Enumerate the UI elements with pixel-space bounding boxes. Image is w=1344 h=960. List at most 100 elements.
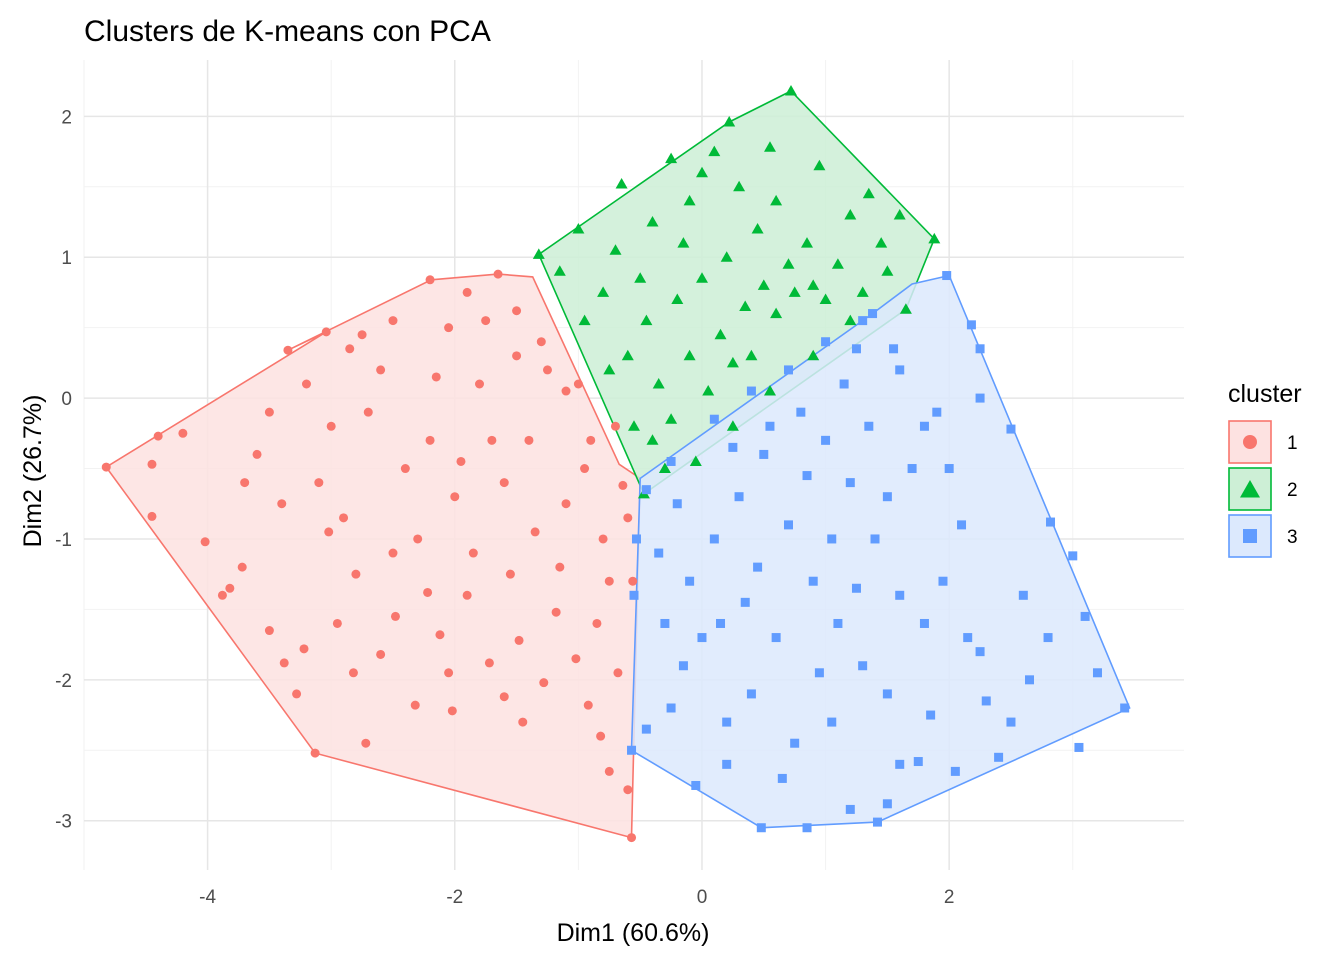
point-cluster-2 bbox=[578, 314, 591, 326]
point-cluster-3 bbox=[975, 393, 985, 403]
point-cluster-3 bbox=[975, 647, 985, 657]
legend: cluster 1 2 3 bbox=[1228, 380, 1302, 558]
point-cluster-3 bbox=[839, 379, 849, 389]
point-cluster-2 bbox=[770, 194, 783, 206]
point-cluster-3 bbox=[746, 386, 756, 396]
point-cluster-1 bbox=[277, 499, 287, 509]
point-cluster-1 bbox=[512, 351, 522, 361]
point-cluster-2 bbox=[844, 209, 857, 220]
point-cluster-3 bbox=[858, 316, 868, 326]
point-cluster-1 bbox=[390, 611, 400, 621]
point-cluster-2 bbox=[572, 223, 585, 234]
point-cluster-3 bbox=[868, 309, 878, 319]
point-cluster-3 bbox=[629, 590, 639, 600]
point-cluster-2 bbox=[726, 420, 739, 431]
point-cluster-3 bbox=[827, 534, 837, 544]
point-cluster-3 bbox=[957, 520, 967, 530]
point-cluster-1 bbox=[555, 562, 565, 572]
point-cluster-3 bbox=[858, 661, 868, 671]
point-cluster-1 bbox=[613, 668, 623, 678]
legend-marker-1 bbox=[1243, 435, 1257, 449]
point-cluster-3 bbox=[783, 520, 793, 530]
point-cluster-2 bbox=[813, 159, 826, 171]
point-cluster-1 bbox=[425, 275, 435, 285]
point-cluster-3 bbox=[641, 724, 651, 734]
point-cluster-2 bbox=[844, 314, 857, 326]
point-cluster-3 bbox=[882, 799, 892, 809]
point-cluster-1 bbox=[310, 748, 320, 758]
point-cluster-2 bbox=[751, 223, 764, 234]
hull-cluster-1 bbox=[105, 273, 642, 839]
point-cluster-3 bbox=[963, 633, 973, 643]
point-cluster-1 bbox=[345, 344, 355, 354]
y-tick-label: 1 bbox=[61, 248, 72, 269]
point-cluster-1 bbox=[536, 337, 546, 347]
point-cluster-1 bbox=[450, 492, 460, 502]
point-cluster-1 bbox=[348, 668, 358, 678]
point-cluster-1 bbox=[153, 431, 163, 441]
point-cluster-1 bbox=[225, 583, 235, 593]
point-cluster-3 bbox=[691, 780, 701, 790]
legend-label-1: 1 bbox=[1287, 433, 1298, 454]
point-cluster-2 bbox=[726, 356, 739, 368]
point-cluster-3 bbox=[966, 320, 976, 330]
point-cluster-2 bbox=[899, 303, 912, 314]
point-cluster-1 bbox=[423, 587, 433, 597]
point-cluster-2 bbox=[677, 237, 690, 248]
point-cluster-3 bbox=[895, 590, 905, 600]
point-cluster-1 bbox=[573, 379, 583, 389]
chart-title: Clusters de K-means con PCA bbox=[84, 15, 491, 48]
point-cluster-2 bbox=[785, 85, 797, 96]
point-cluster-1 bbox=[200, 537, 210, 547]
point-cluster-3 bbox=[796, 407, 806, 417]
point-cluster-2 bbox=[652, 378, 665, 389]
point-cluster-3 bbox=[1080, 611, 1090, 621]
point-cluster-2 bbox=[532, 248, 545, 259]
point-cluster-2 bbox=[696, 272, 708, 283]
point-cluster-3 bbox=[753, 562, 763, 572]
point-cluster-1 bbox=[425, 435, 435, 445]
point-cluster-2 bbox=[801, 237, 813, 248]
point-cluster-1 bbox=[530, 527, 540, 537]
point-cluster-2 bbox=[764, 141, 776, 152]
legend-label-2: 2 bbox=[1287, 480, 1298, 501]
point-cluster-3 bbox=[870, 534, 880, 544]
point-cluster-3 bbox=[864, 421, 874, 431]
point-cluster-2 bbox=[553, 265, 566, 276]
point-cluster-1 bbox=[604, 576, 614, 586]
point-cluster-1 bbox=[178, 428, 188, 438]
point-cluster-2 bbox=[646, 216, 659, 227]
point-cluster-1 bbox=[324, 527, 334, 537]
point-cluster-3 bbox=[919, 421, 929, 431]
point-cluster-3 bbox=[1068, 551, 1078, 561]
point-cluster-2 bbox=[708, 145, 721, 157]
point-cluster-3 bbox=[1006, 717, 1016, 727]
point-cluster-3 bbox=[942, 271, 952, 281]
y-axis-title: Dim2 (26.7%) bbox=[19, 395, 47, 548]
point-cluster-1 bbox=[292, 689, 302, 699]
point-cluster-3 bbox=[1046, 517, 1056, 527]
point-cluster-1 bbox=[283, 345, 293, 355]
point-cluster-3 bbox=[845, 478, 855, 488]
x-tick-label: 0 bbox=[697, 887, 708, 908]
point-cluster-1 bbox=[147, 459, 157, 469]
point-cluster-2 bbox=[597, 286, 610, 297]
point-cluster-1 bbox=[580, 464, 590, 474]
point-cluster-3 bbox=[716, 618, 726, 628]
point-cluster-1 bbox=[314, 478, 324, 488]
point-cluster-1 bbox=[586, 435, 596, 445]
point-cluster-2 bbox=[764, 385, 776, 396]
point-cluster-1 bbox=[447, 706, 457, 716]
point-cluster-1 bbox=[279, 658, 289, 668]
point-cluster-1 bbox=[339, 513, 349, 523]
point-cluster-1 bbox=[623, 513, 633, 523]
point-cluster-3 bbox=[756, 823, 766, 833]
point-cluster-1 bbox=[237, 562, 247, 572]
point-cluster-1 bbox=[357, 330, 367, 340]
point-cluster-2 bbox=[665, 413, 678, 424]
point-cluster-3 bbox=[697, 633, 707, 643]
point-cluster-3 bbox=[827, 717, 837, 727]
point-cluster-1 bbox=[493, 269, 503, 279]
point-cluster-1 bbox=[592, 618, 602, 628]
point-cluster-1 bbox=[413, 534, 423, 544]
